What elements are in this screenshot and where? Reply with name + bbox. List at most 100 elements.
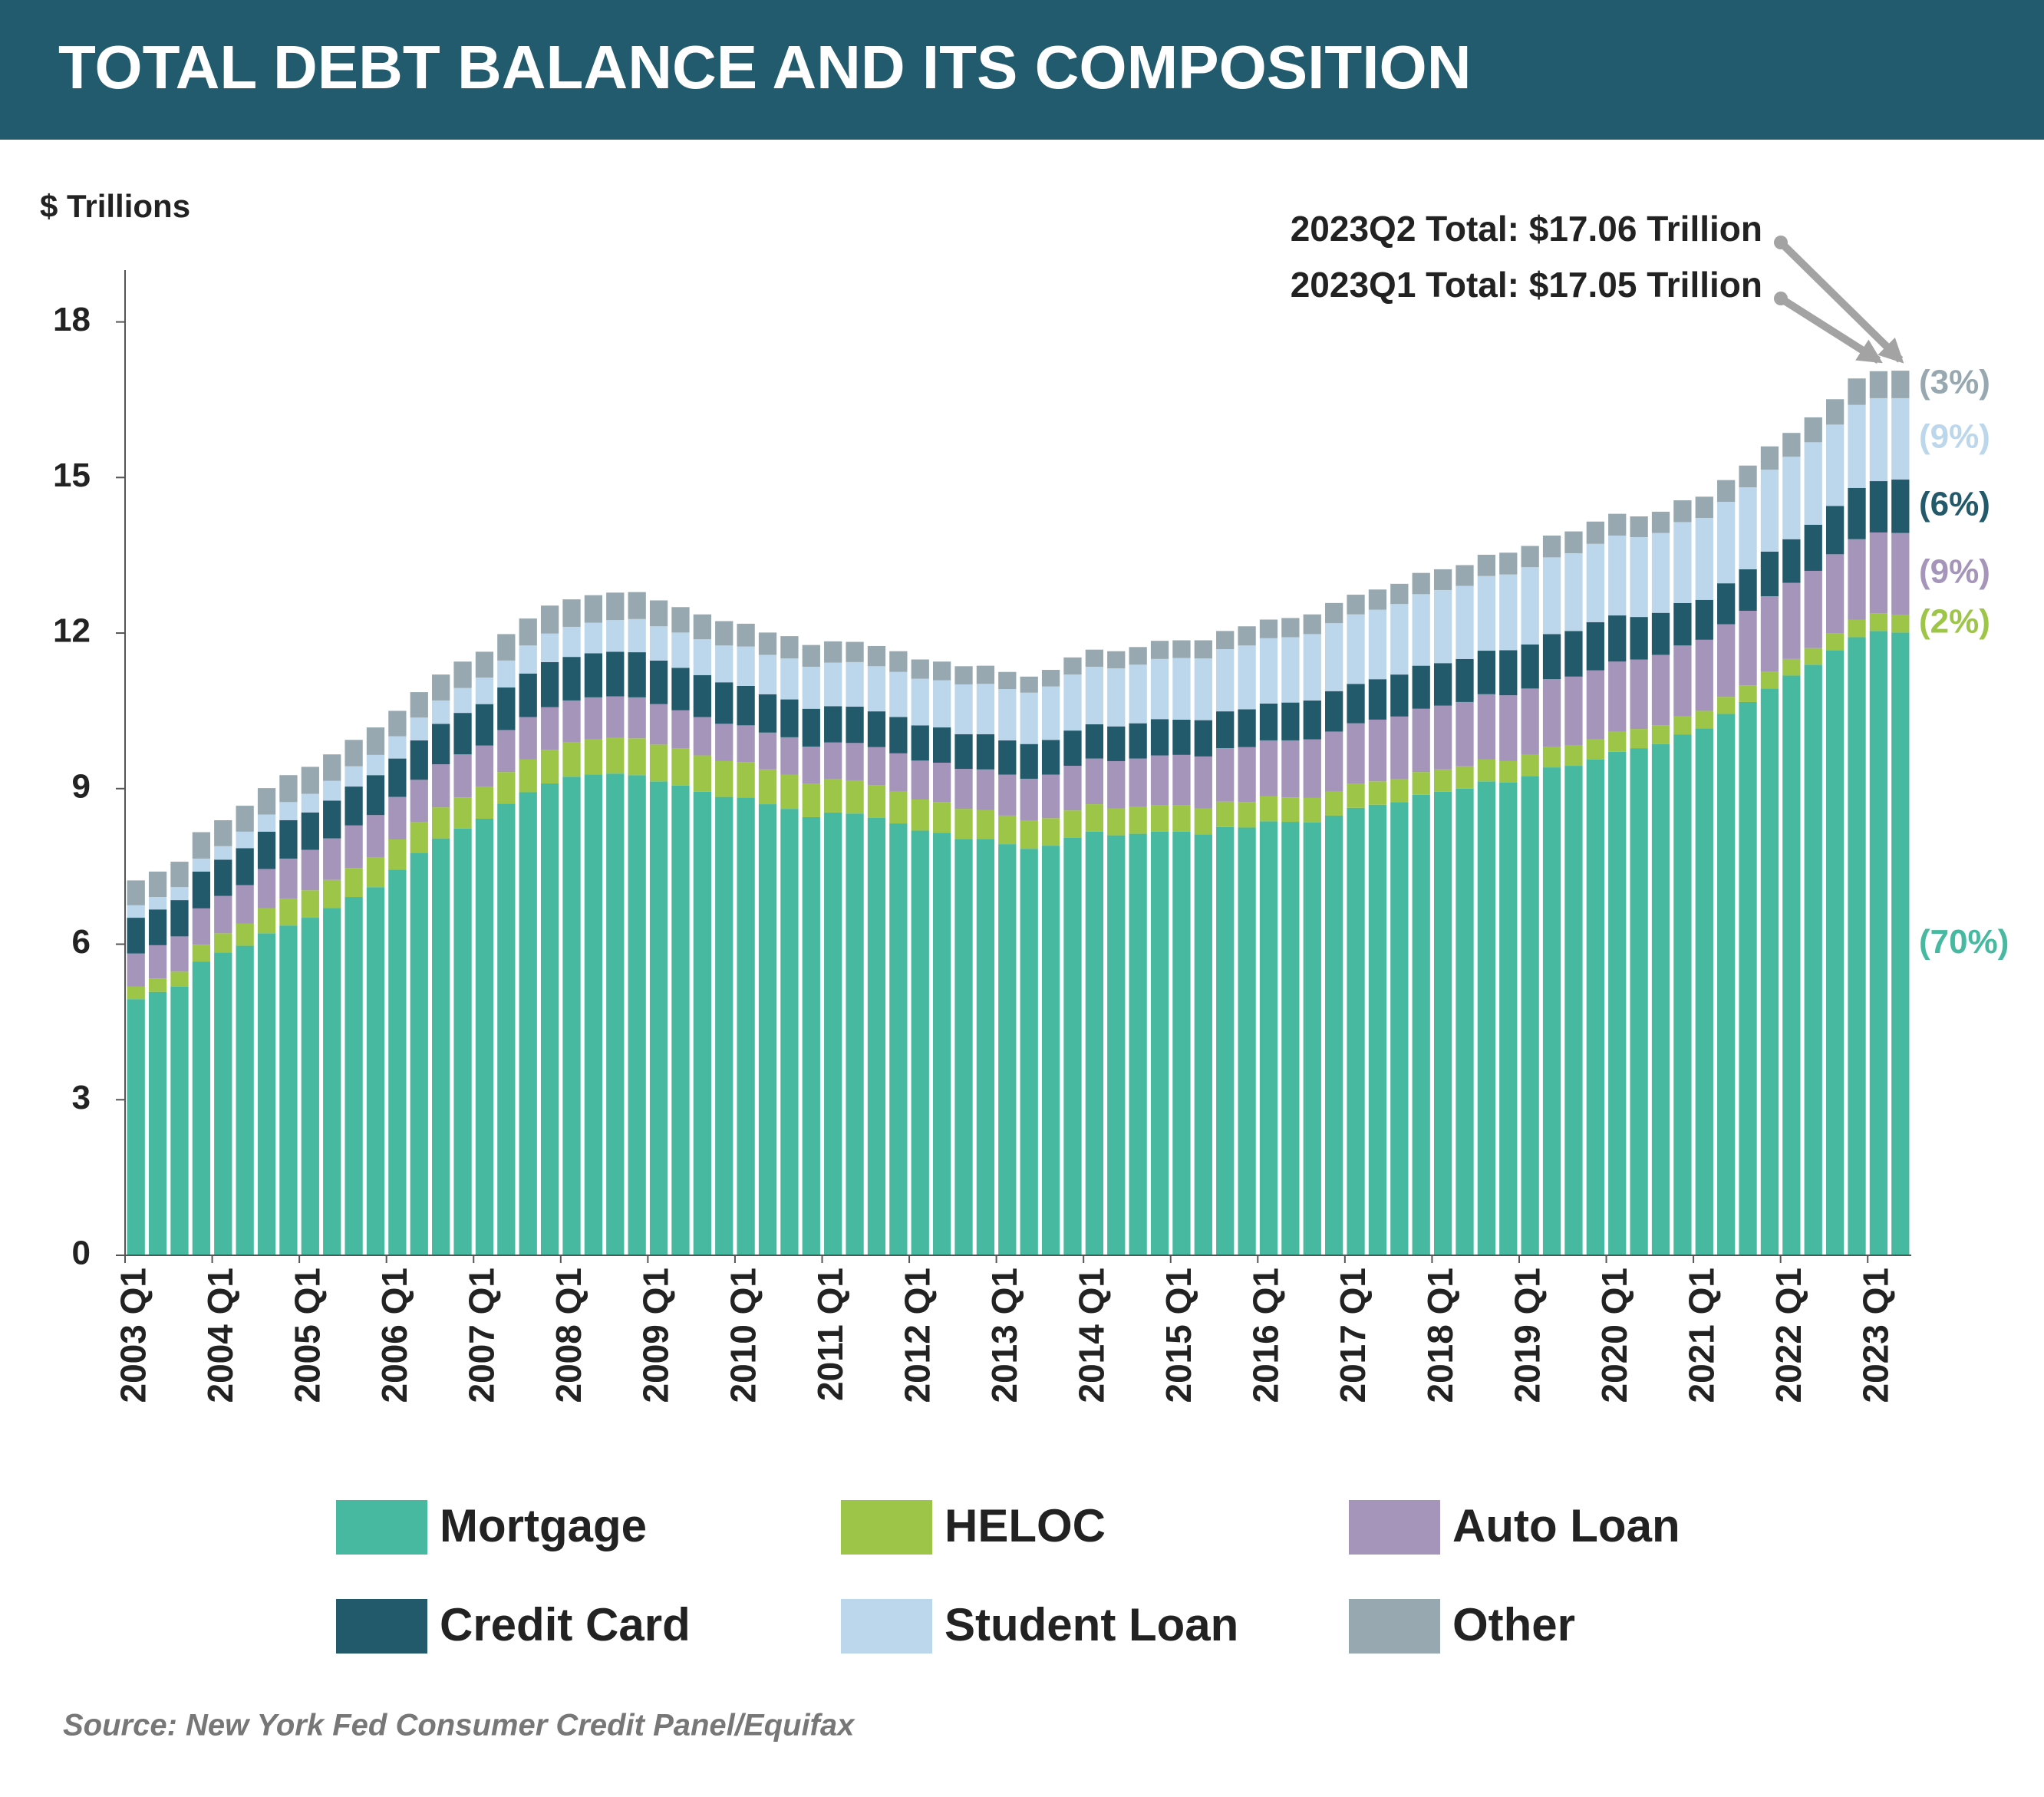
bar-segment	[846, 743, 864, 780]
bar-segment	[1063, 810, 1082, 838]
bar-segment	[1281, 822, 1300, 1255]
bar-segment	[1717, 697, 1736, 714]
bar-segment	[1433, 663, 1452, 706]
bar-segment	[584, 774, 603, 1255]
bar-segment	[1717, 714, 1736, 1255]
bar-segment	[824, 779, 842, 813]
bar-segment	[1259, 619, 1278, 638]
bar-segment	[737, 646, 755, 686]
bar-segment	[802, 645, 820, 667]
bar-segment	[1891, 615, 1910, 633]
bar-segment	[758, 804, 777, 1255]
bar-segment	[1586, 622, 1604, 671]
bar-segment	[954, 666, 973, 684]
bar-segment	[540, 661, 559, 707]
bar-segment	[1238, 709, 1256, 747]
bar-segment	[1085, 724, 1104, 759]
bar-segment	[824, 662, 842, 707]
bar-segment	[1477, 759, 1496, 782]
bar-segment	[1303, 700, 1321, 740]
bar-segment	[976, 734, 995, 770]
bar-segment	[1521, 644, 1539, 689]
bar-segment	[715, 682, 734, 724]
bar-segment	[1608, 731, 1627, 752]
bar-segment	[606, 696, 625, 738]
bar-segment	[1586, 521, 1604, 544]
bar-segment	[911, 760, 929, 800]
x-tick-label: 2012 Q1	[897, 1268, 937, 1403]
bar-segment	[366, 727, 385, 755]
bar-segment	[1564, 531, 1583, 553]
bar-segment	[345, 897, 363, 1255]
bar-segment	[214, 952, 232, 1255]
bar-segment	[519, 618, 537, 646]
bar-segment	[170, 887, 189, 901]
bar-segment	[257, 814, 276, 832]
bar-segment	[1390, 583, 1409, 605]
bar-segment	[1825, 633, 1845, 651]
bar-segment	[715, 760, 734, 797]
bar-segment	[584, 739, 603, 775]
bar-segment	[1521, 776, 1539, 1255]
header-band	[0, 0, 2044, 140]
bar-segment	[1281, 637, 1300, 703]
bar-segment	[1542, 557, 1561, 635]
bar-segment	[192, 871, 211, 908]
bar-segment	[1804, 524, 1822, 571]
bar-segment	[475, 786, 494, 819]
bar-segment	[1325, 815, 1343, 1255]
bar-segment	[1238, 747, 1256, 803]
bar-segment	[1433, 589, 1452, 664]
bar-segment	[1390, 779, 1409, 803]
bar-segment	[1891, 533, 1910, 615]
bar-segment	[562, 626, 581, 658]
bar-segment	[954, 839, 973, 1255]
bar-segment	[1020, 692, 1038, 744]
bar-segment	[432, 700, 450, 724]
bar-segment	[1150, 831, 1169, 1255]
bar-segment	[127, 953, 145, 987]
bar-segment	[562, 657, 581, 701]
bar-segment	[257, 869, 276, 908]
bar-segment	[846, 707, 864, 744]
bar-segment	[1456, 788, 1474, 1255]
bar-segment	[1891, 371, 1910, 398]
bar-segment	[257, 908, 276, 934]
bar-segment	[846, 661, 864, 707]
bar-segment	[911, 659, 929, 679]
bar-segment	[257, 788, 276, 815]
bar-segment	[1586, 543, 1604, 622]
bar-segment	[1477, 694, 1496, 760]
bar-segment	[1760, 446, 1779, 470]
bar-segment	[127, 905, 145, 918]
bar-segment	[192, 908, 211, 945]
bar-segment	[1782, 582, 1801, 659]
bar-segment	[1542, 634, 1561, 680]
bar-segment	[1782, 539, 1801, 583]
bar-segment	[584, 653, 603, 697]
bar-segment	[932, 661, 951, 681]
bar-segment	[1608, 536, 1627, 616]
bar-segment	[584, 697, 603, 740]
bar-segment	[257, 933, 276, 1255]
bar-segment	[1695, 599, 1713, 640]
bar-segment	[867, 645, 886, 667]
annotation-arrow	[1779, 295, 1883, 364]
bar-segment	[1063, 674, 1082, 731]
annotation-arrow	[1778, 239, 1904, 364]
x-tick-label: 2003 Q1	[113, 1268, 153, 1403]
bar-segment	[1194, 640, 1212, 659]
y-tick-label: 18	[53, 301, 91, 338]
bar-segment	[889, 753, 908, 792]
bar-segment	[410, 780, 428, 823]
bar-segment	[192, 945, 211, 962]
bar-segment	[214, 859, 232, 896]
bar-segment	[867, 666, 886, 712]
bar-segment	[976, 684, 995, 734]
bar-segment	[737, 797, 755, 1255]
bar-segment	[1804, 570, 1822, 648]
bar-segment	[911, 799, 929, 831]
bar-segment	[279, 859, 298, 899]
bar-segment	[1564, 631, 1583, 677]
bar-segment	[889, 671, 908, 717]
